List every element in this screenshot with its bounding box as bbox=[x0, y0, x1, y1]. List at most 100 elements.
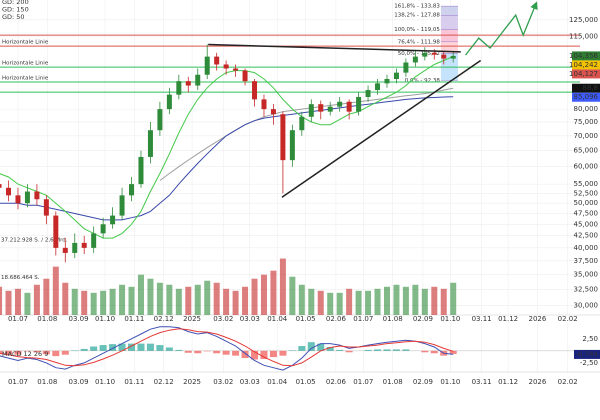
x-tick-label: 02.06 bbox=[326, 315, 347, 323]
legend-entry: GD: 200 bbox=[2, 0, 29, 6]
volume-bar bbox=[374, 288, 381, 315]
macd-histogram-bar bbox=[269, 350, 277, 358]
volume-bar bbox=[260, 274, 267, 315]
macd-histogram-bar bbox=[260, 350, 268, 360]
macd-histogram-bar bbox=[118, 343, 126, 351]
legend-entry: GD: 150 bbox=[2, 6, 29, 14]
macd-histogram-bar bbox=[421, 350, 429, 353]
price-tag bbox=[572, 60, 600, 70]
macd-histogram-bar bbox=[194, 350, 202, 354]
volume-bar bbox=[393, 284, 400, 315]
y-tick-label: 50,000 bbox=[574, 199, 599, 207]
volume-bar bbox=[52, 266, 59, 315]
volume-bar bbox=[62, 282, 69, 315]
price-tag-label: 88,8 bbox=[582, 84, 598, 92]
volume-bar bbox=[137, 274, 144, 315]
fib-label: 0,0% - 92,38 bbox=[405, 78, 441, 84]
x-tick-label: 01.07 bbox=[353, 378, 373, 386]
volume-bar bbox=[0, 286, 3, 315]
macd-histogram-bar bbox=[0, 350, 3, 354]
volume-bar bbox=[109, 288, 116, 315]
x-tick-label: 01.04 bbox=[267, 315, 288, 323]
macd-histogram-bar bbox=[14, 350, 22, 355]
y-tick-label: 65,000 bbox=[574, 147, 599, 155]
volume-bar bbox=[156, 282, 163, 315]
volume-bar bbox=[270, 270, 277, 315]
volume-bar bbox=[251, 278, 258, 315]
x-tick-label: 03.02 bbox=[213, 315, 233, 323]
macd-value-label: -0,744 bbox=[575, 350, 598, 358]
candle-body bbox=[337, 101, 343, 107]
macd-histogram-bar bbox=[213, 350, 221, 354]
y-tick-label: 37,500 bbox=[574, 257, 599, 265]
candle-body bbox=[24, 191, 30, 204]
candle-body bbox=[185, 81, 191, 86]
x-tick-label: 02.12 bbox=[154, 378, 174, 386]
y-tick-label: 55,000 bbox=[574, 180, 599, 188]
candle-body bbox=[403, 62, 409, 73]
x-tick-label: 02.06 bbox=[326, 378, 347, 386]
y-tick-label: 45,000 bbox=[574, 220, 599, 228]
price-tag bbox=[572, 92, 600, 102]
macd-tick-label: -2,50 bbox=[580, 359, 598, 367]
y-tick-label: 52,500 bbox=[574, 189, 599, 197]
volume-bar bbox=[346, 288, 353, 315]
volume-bar bbox=[289, 276, 296, 315]
y-tick-label: 125,000 bbox=[569, 16, 598, 24]
volume-bar bbox=[90, 292, 97, 315]
x-tick-label: 01.05 bbox=[296, 315, 316, 323]
candle-body bbox=[15, 195, 21, 204]
macd-histogram-bar bbox=[383, 349, 391, 351]
volume-label: 37.212.928 S. / 2,6 Mrd. bbox=[1, 238, 68, 244]
x-tick-label: 01.07 bbox=[8, 315, 28, 323]
macd-histogram-bar bbox=[5, 350, 13, 355]
x-tick-label: 03.02 bbox=[213, 378, 233, 386]
x-tick-label: 01.10 bbox=[95, 315, 115, 323]
candle-body bbox=[270, 109, 276, 115]
candle-body bbox=[195, 74, 201, 86]
x-tick-label: 2025 bbox=[183, 378, 201, 386]
x-tick-label: 2026 bbox=[529, 315, 547, 323]
volume-bar bbox=[242, 286, 249, 315]
candle-body bbox=[157, 109, 163, 131]
x-tick-label: 01.08 bbox=[37, 315, 57, 323]
candle-body bbox=[138, 156, 144, 185]
y-tick-label: 30,000 bbox=[574, 301, 599, 309]
candle-body bbox=[422, 52, 428, 57]
y-tick-label: 32,500 bbox=[574, 285, 599, 293]
macd-histogram-bar bbox=[232, 350, 240, 356]
horizontal-line-label: Horizontale Linie bbox=[2, 61, 49, 67]
macd-tick-label: 2,50 bbox=[582, 335, 598, 343]
volume-bar bbox=[336, 292, 343, 315]
volume-bar bbox=[204, 280, 211, 315]
x-tick-label: 02.02 bbox=[558, 315, 578, 323]
legend-entry: GD: 50 bbox=[2, 13, 25, 21]
macd-histogram-bar bbox=[156, 345, 164, 351]
x-tick-label: 01.12 bbox=[498, 378, 518, 386]
x-tick-label: 01.12 bbox=[498, 315, 518, 323]
macd-signal bbox=[0, 328, 454, 367]
fib-band bbox=[440, 29, 458, 42]
price-tag-label: 85,096 bbox=[574, 93, 599, 101]
macd-histogram-bar bbox=[307, 342, 315, 351]
price-tag bbox=[572, 83, 600, 93]
candle-body bbox=[431, 52, 437, 55]
price-tag-label: 104,242 bbox=[569, 61, 598, 69]
x-tick-label: 01.08 bbox=[383, 315, 403, 323]
y-tick-label: 42,500 bbox=[574, 232, 599, 240]
volume-bar bbox=[327, 292, 334, 315]
volume-bar bbox=[383, 286, 390, 315]
x-tick-label: 03.11 bbox=[472, 315, 492, 323]
candle-body bbox=[252, 81, 258, 100]
macd-histogram-bar bbox=[402, 349, 410, 351]
y-tick-label: 70,000 bbox=[574, 132, 599, 140]
candle-body bbox=[129, 184, 135, 196]
volume-bar bbox=[421, 288, 428, 315]
macd-histogram-bar bbox=[146, 343, 154, 351]
macd-histogram-bar bbox=[449, 350, 457, 354]
macd-histogram-bar bbox=[99, 345, 107, 351]
candle-body bbox=[43, 199, 49, 216]
volume-bar bbox=[147, 278, 154, 315]
